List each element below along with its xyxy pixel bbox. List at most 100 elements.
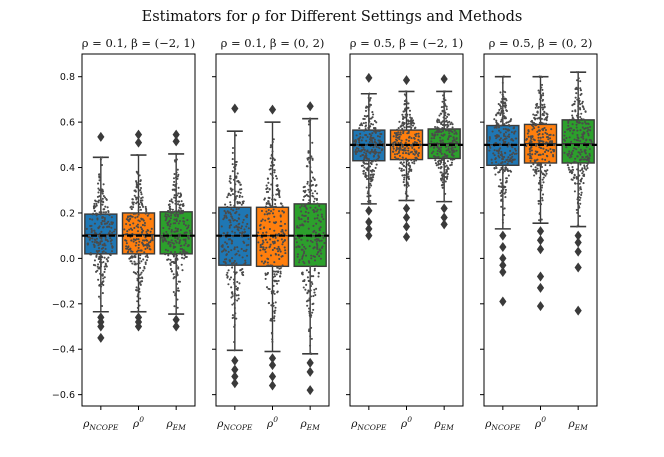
- swarm-point: [580, 158, 583, 161]
- swarm-point: [534, 166, 537, 169]
- swarm-point: [296, 255, 299, 258]
- swarm-point: [234, 165, 237, 168]
- swarm-point: [113, 228, 117, 231]
- swarm-point: [371, 179, 374, 182]
- swarm-point: [575, 120, 578, 123]
- swarm-point: [538, 176, 541, 179]
- swarm-point: [532, 125, 535, 128]
- swarm-point: [111, 231, 114, 234]
- swarm-point: [434, 125, 437, 129]
- swarm-point: [269, 172, 272, 175]
- swarm-point: [140, 193, 143, 196]
- swarm-point: [538, 117, 541, 120]
- box-3: [293, 101, 327, 396]
- swarm-point: [501, 208, 505, 211]
- swarm-point: [319, 257, 323, 260]
- swarm-point: [101, 304, 104, 308]
- swarm-point: [510, 159, 513, 162]
- swarm-point: [137, 195, 140, 198]
- swarm-point: [177, 213, 180, 216]
- swarm-point: [146, 229, 149, 232]
- swarm-point: [96, 265, 99, 268]
- category-label: ρ0: [534, 415, 546, 430]
- swarm-point: [580, 92, 583, 95]
- swarm-point: [374, 130, 377, 133]
- swarm-point: [230, 249, 233, 252]
- swarm-point: [434, 131, 437, 134]
- swarm-point: [273, 169, 276, 172]
- swarm-point: [244, 259, 247, 262]
- swarm-point: [397, 127, 400, 130]
- swarm-point: [176, 298, 179, 301]
- swarm-point: [99, 156, 102, 159]
- swarm-point: [101, 219, 104, 223]
- swarm-point: [306, 180, 309, 183]
- swarm-point: [407, 147, 410, 150]
- swarm-point: [136, 300, 139, 303]
- swarm-point: [238, 196, 241, 199]
- swarm-point: [138, 220, 141, 223]
- swarm-point: [233, 270, 236, 274]
- swarm-point: [437, 163, 440, 166]
- swarm-point: [234, 134, 238, 137]
- swarm-point: [273, 315, 276, 318]
- swarm-point: [225, 273, 228, 276]
- swarm-point: [540, 83, 544, 86]
- swarm-point: [163, 237, 166, 240]
- swarm-point: [140, 280, 143, 283]
- swarm-point: [405, 196, 408, 200]
- swarm-point: [185, 231, 188, 234]
- swarm-point: [235, 271, 238, 274]
- swarm-point: [504, 152, 507, 155]
- swarm-point: [307, 329, 310, 333]
- swarm-point: [433, 133, 436, 136]
- swarm-point: [238, 231, 242, 234]
- swarm-point: [442, 97, 445, 100]
- swarm-point: [540, 121, 543, 124]
- swarm-point: [307, 188, 310, 191]
- swarm-point: [278, 248, 281, 251]
- swarm-points: [488, 75, 518, 224]
- swarm-point: [403, 176, 406, 179]
- swarm-point: [453, 132, 456, 135]
- swarm-point: [266, 264, 269, 267]
- swarm-point: [407, 161, 411, 165]
- swarm-point: [507, 142, 510, 145]
- swarm-point: [298, 259, 301, 262]
- outlier-point: [134, 137, 143, 148]
- swarm-point: [273, 171, 276, 174]
- swarm-point: [375, 121, 378, 124]
- swarm-point: [379, 132, 382, 135]
- swarm-point: [497, 152, 500, 155]
- swarm-point: [227, 238, 231, 241]
- swarm-point: [309, 285, 313, 288]
- category-label-superscript: 0: [541, 415, 546, 424]
- swarm-point: [104, 238, 107, 241]
- swarm-point: [175, 220, 178, 223]
- swarm-point: [138, 262, 141, 265]
- swarm-point: [103, 256, 106, 259]
- swarm-point: [368, 105, 371, 108]
- swarm-point: [579, 180, 583, 183]
- swarm-point: [275, 177, 278, 180]
- swarm-point: [542, 114, 545, 117]
- swarm-point: [361, 124, 364, 127]
- swarm-point: [430, 152, 433, 155]
- swarm-point: [417, 138, 420, 142]
- swarm-point: [93, 241, 96, 244]
- swarm-point: [231, 266, 234, 269]
- swarm-point: [143, 251, 146, 254]
- swarm-point: [405, 186, 408, 189]
- swarm-point: [544, 158, 547, 161]
- swarm-point: [233, 281, 236, 284]
- swarm-point: [568, 118, 571, 121]
- swarm-point: [273, 215, 276, 218]
- swarm-point: [221, 244, 224, 247]
- swarm-point: [261, 231, 265, 234]
- swarm-point: [223, 258, 226, 261]
- outlier-point: [268, 353, 277, 364]
- swarm-points: [525, 75, 556, 222]
- swarm-point: [169, 263, 172, 266]
- swarm-point: [140, 197, 143, 200]
- swarm-point: [166, 222, 169, 225]
